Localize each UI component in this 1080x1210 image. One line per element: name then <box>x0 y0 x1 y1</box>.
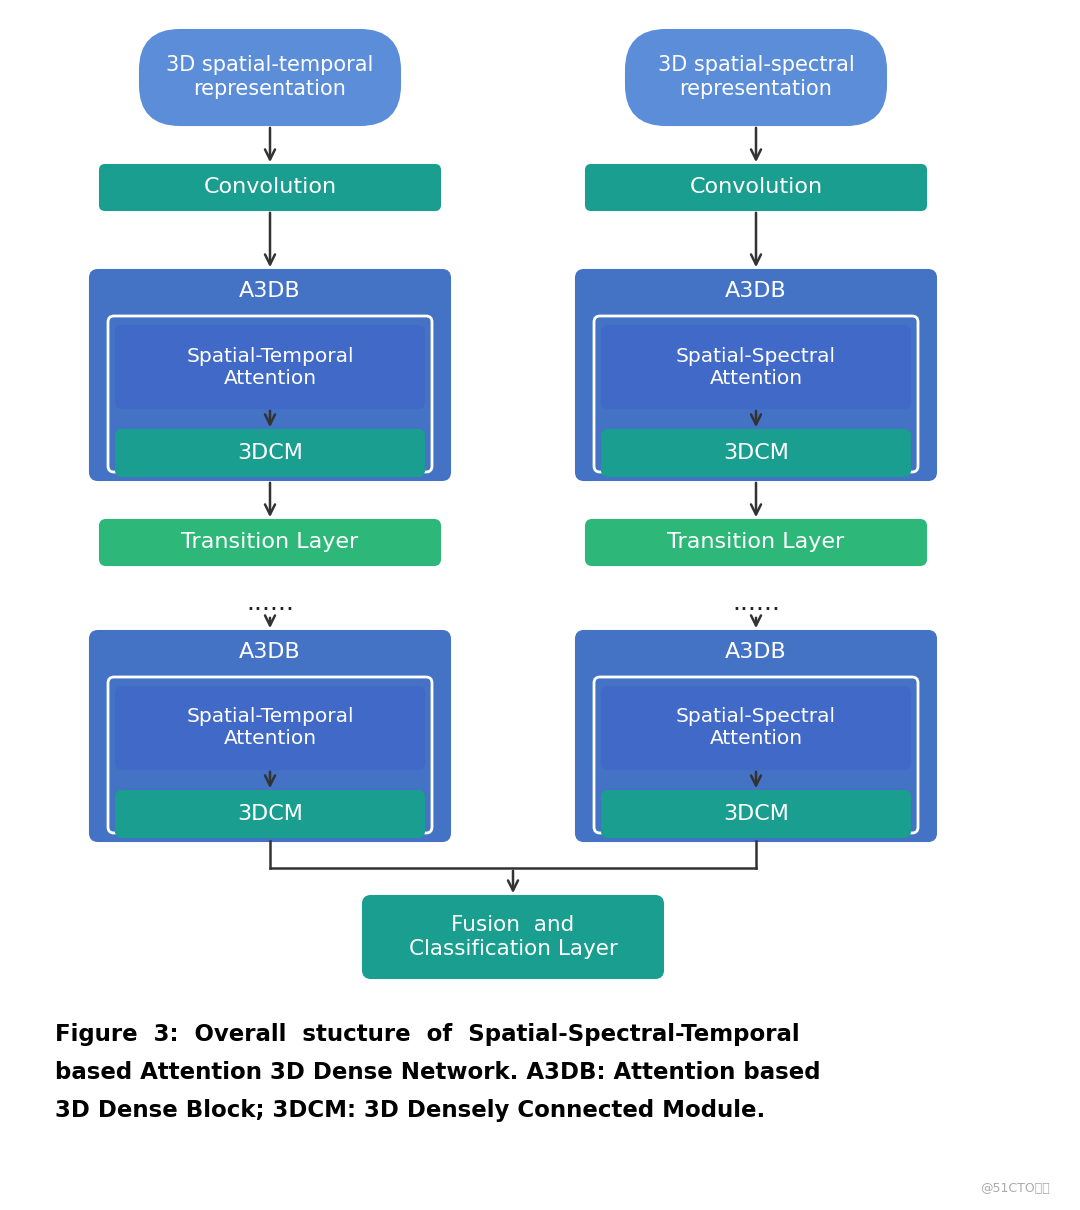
Text: Convolution: Convolution <box>689 177 823 197</box>
FancyBboxPatch shape <box>602 687 910 770</box>
Text: Spatial-Temporal
Attention: Spatial-Temporal Attention <box>186 346 354 387</box>
FancyBboxPatch shape <box>100 520 440 565</box>
Text: 3D Dense Block; 3DCM: 3D Densely Connected Module.: 3D Dense Block; 3DCM: 3D Densely Connect… <box>55 1099 766 1122</box>
Text: 3D spatial-spectral
representation: 3D spatial-spectral representation <box>658 56 854 98</box>
Text: A3DB: A3DB <box>239 281 301 301</box>
FancyBboxPatch shape <box>586 165 926 211</box>
FancyBboxPatch shape <box>602 325 910 408</box>
FancyBboxPatch shape <box>90 270 450 480</box>
FancyBboxPatch shape <box>116 430 424 476</box>
Text: 3DCM: 3DCM <box>724 803 788 824</box>
FancyBboxPatch shape <box>626 30 886 125</box>
FancyBboxPatch shape <box>116 791 424 837</box>
Text: based Attention 3D Dense Network. A3DB: Attention based: based Attention 3D Dense Network. A3DB: … <box>55 1061 821 1084</box>
Text: 3DCM: 3DCM <box>238 443 302 463</box>
FancyBboxPatch shape <box>108 678 432 832</box>
Text: Figure  3:  Overall  stucture  of  Spatial-Spectral-Temporal: Figure 3: Overall stucture of Spatial-Sp… <box>55 1022 799 1045</box>
FancyBboxPatch shape <box>594 316 918 472</box>
Text: Transition Layer: Transition Layer <box>181 532 359 552</box>
Text: A3DB: A3DB <box>239 643 301 662</box>
FancyBboxPatch shape <box>140 30 400 125</box>
Text: Spatial-Spectral
Attention: Spatial-Spectral Attention <box>676 346 836 387</box>
Text: A3DB: A3DB <box>725 643 787 662</box>
FancyBboxPatch shape <box>594 678 918 832</box>
Text: Convolution: Convolution <box>203 177 337 197</box>
FancyBboxPatch shape <box>116 687 424 770</box>
Text: Fusion  and
Classification Layer: Fusion and Classification Layer <box>408 916 618 958</box>
Text: 3DCM: 3DCM <box>238 803 302 824</box>
FancyBboxPatch shape <box>602 430 910 476</box>
Text: @51CTO博客: @51CTO博客 <box>981 1182 1050 1195</box>
Text: 3DCM: 3DCM <box>724 443 788 463</box>
Text: ......: ...... <box>732 590 780 615</box>
Text: A3DB: A3DB <box>725 281 787 301</box>
FancyBboxPatch shape <box>576 630 936 841</box>
FancyBboxPatch shape <box>602 791 910 837</box>
FancyBboxPatch shape <box>576 270 936 480</box>
FancyBboxPatch shape <box>108 316 432 472</box>
FancyBboxPatch shape <box>586 520 926 565</box>
Text: 3D spatial-temporal
representation: 3D spatial-temporal representation <box>166 56 374 98</box>
FancyBboxPatch shape <box>100 165 440 211</box>
Text: Spatial-Temporal
Attention: Spatial-Temporal Attention <box>186 708 354 749</box>
Text: ......: ...... <box>246 590 294 615</box>
Text: Transition Layer: Transition Layer <box>667 532 845 552</box>
FancyBboxPatch shape <box>90 630 450 841</box>
FancyBboxPatch shape <box>116 325 424 408</box>
FancyBboxPatch shape <box>363 895 663 978</box>
Text: Spatial-Spectral
Attention: Spatial-Spectral Attention <box>676 708 836 749</box>
